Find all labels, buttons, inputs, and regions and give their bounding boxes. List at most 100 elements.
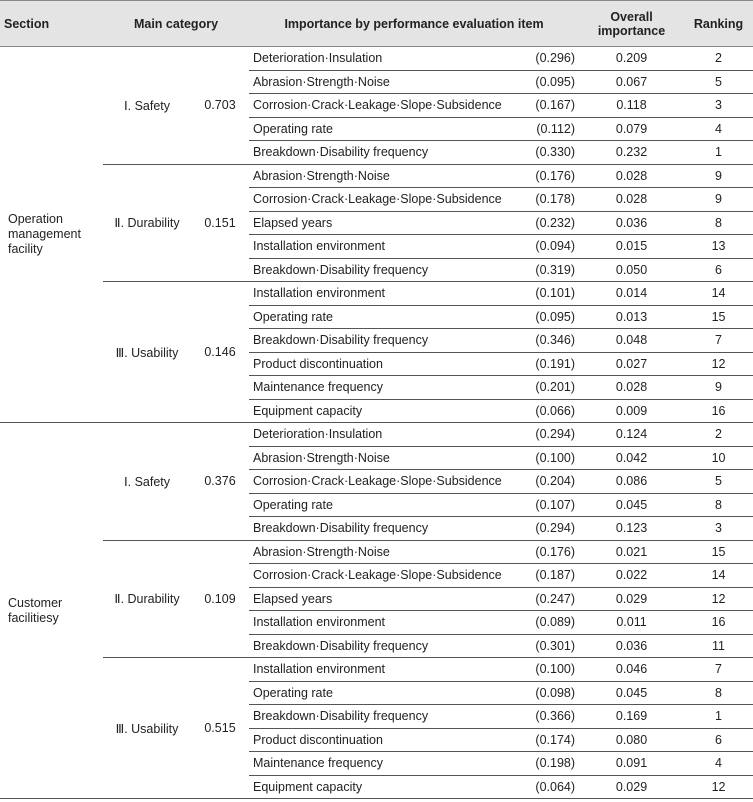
item-weight: (0.346) <box>519 328 580 353</box>
table-row: Breakdown·Disability frequency (0.319) 0.0… <box>0 258 753 282</box>
item-name: Breakdown·Disability frequency <box>249 704 519 729</box>
header-cell: Overall importance <box>579 0 685 47</box>
item-name: Breakdown·Disability frequency <box>249 516 519 541</box>
item-name: Corrosion·Crack·Leakage·Slope·Subsidence <box>249 469 519 494</box>
overall-importance: 0.027 <box>579 352 685 376</box>
item-weight: (0.294) <box>519 422 580 447</box>
ranking: 16 <box>684 610 753 635</box>
item-weight: (0.232) <box>519 211 580 235</box>
table-row: Elapsed years (0.247) 0.029 12 <box>0 587 753 611</box>
item-weight: (0.247) <box>519 587 580 611</box>
ranking: 12 <box>684 587 753 611</box>
overall-importance: 0.009 <box>579 399 685 423</box>
item-weight: (0.201) <box>519 375 580 400</box>
header-cell: Ranking <box>684 0 753 47</box>
category-name: Ⅰ. Safety <box>103 422 191 541</box>
item-weight: (0.176) <box>519 540 580 564</box>
overall-importance: 0.124 <box>579 422 685 447</box>
item-name: Abrasion·Strength·Noise <box>249 70 519 94</box>
overall-importance: 0.079 <box>579 117 685 141</box>
item-weight: (0.100) <box>519 657 580 682</box>
table-row: Product discontinuation (0.191) 0.027 12 <box>0 352 753 376</box>
category-name: Ⅱ. Durability <box>103 540 191 658</box>
category-weight: 0.376 <box>191 422 249 541</box>
table-body: Operation management facility Ⅰ. Safety 0.… <box>0 46 753 799</box>
item-name: Breakdown·Disability frequency <box>249 258 519 282</box>
ranking: 8 <box>684 681 753 705</box>
item-weight: (0.101) <box>519 281 580 306</box>
category-name: Ⅱ. Durability <box>103 164 191 282</box>
table-row: Corrosion·Crack·Leakage·Slope·Subsidence… <box>0 469 753 494</box>
table-row: Operating rate (0.098) 0.045 8 <box>0 681 753 705</box>
ranking: 7 <box>684 657 753 682</box>
item-name: Deterioration·Insulation <box>249 422 519 447</box>
overall-importance: 0.011 <box>579 610 685 635</box>
item-weight: (0.107) <box>519 493 580 517</box>
table-row: Breakdown·Disability frequency (0.330) 0.2… <box>0 140 753 165</box>
item-name: Operating rate <box>249 681 519 705</box>
item-name: Installation environment <box>249 234 519 259</box>
item-name: Product discontinuation <box>249 728 519 752</box>
ranking: 14 <box>684 563 753 588</box>
item-name: Equipment capacity <box>249 399 519 423</box>
ranking: 12 <box>684 352 753 376</box>
item-name: Operating rate <box>249 117 519 141</box>
item-weight: (0.366) <box>519 704 580 729</box>
ranking: 6 <box>684 258 753 282</box>
item-weight: (0.204) <box>519 469 580 494</box>
table-row: Customer facilitiesy Ⅰ. Safety 0.376 Deteri… <box>0 422 753 799</box>
item-name: Operating rate <box>249 493 519 517</box>
table-row: Breakdown·Disability frequency (0.366) 0.1… <box>0 704 753 729</box>
item-name: Corrosion·Crack·Leakage·Slope·Subsidence <box>249 93 519 118</box>
item-name: Abrasion·Strength·Noise <box>249 164 519 188</box>
category-weight: 0.146 <box>191 281 249 423</box>
item-weight: (0.095) <box>519 305 580 329</box>
header-row: Section Main category Importance by perf… <box>0 0 753 47</box>
table-row: Installation environment (0.094) 0.015 13 <box>0 234 753 259</box>
item-weight: (0.174) <box>519 728 580 752</box>
ranking: 4 <box>684 751 753 776</box>
overall-importance: 0.028 <box>579 187 685 212</box>
category-name: Ⅲ. Usability <box>103 281 191 423</box>
ranking: 15 <box>684 540 753 564</box>
item-weight: (0.176) <box>519 164 580 188</box>
item-name: Elapsed years <box>249 211 519 235</box>
item-weight: (0.191) <box>519 352 580 376</box>
item-weight: (0.178) <box>519 187 580 212</box>
item-name: Corrosion·Crack·Leakage·Slope·Subsidence <box>249 563 519 588</box>
ranking: 5 <box>684 70 753 94</box>
ranking: 13 <box>684 234 753 259</box>
overall-importance: 0.029 <box>579 587 685 611</box>
item-name: Maintenance frequency <box>249 375 519 400</box>
table-row: Product discontinuation (0.174) 0.080 6 <box>0 728 753 752</box>
table-row: Elapsed years (0.232) 0.036 8 <box>0 211 753 235</box>
overall-importance: 0.118 <box>579 93 685 118</box>
ranking: 14 <box>684 281 753 306</box>
category-weight: 0.703 <box>191 46 249 165</box>
ranking: 11 <box>684 634 753 658</box>
ranking: 12 <box>684 775 753 799</box>
item-weight: (0.330) <box>519 140 580 165</box>
item-name: Equipment capacity <box>249 775 519 799</box>
item-weight: (0.167) <box>519 93 580 118</box>
table-row: Ⅲ. Usability 0.146 Installation environmen… <box>0 281 753 423</box>
item-weight: (0.112) <box>519 117 580 141</box>
table-row: Corrosion·Crack·Leakage·Slope·Subsidence… <box>0 93 753 118</box>
category-name: Ⅲ. Usability <box>103 657 191 799</box>
item-weight: (0.100) <box>519 446 580 470</box>
item-weight: (0.098) <box>519 681 580 705</box>
overall-importance: 0.021 <box>579 540 685 564</box>
category-weight: 0.151 <box>191 164 249 282</box>
category-weight: 0.109 <box>191 540 249 658</box>
item-weight: (0.319) <box>519 258 580 282</box>
item-name: Installation environment <box>249 610 519 635</box>
item-weight: (0.187) <box>519 563 580 588</box>
ranking: 7 <box>684 328 753 353</box>
item-name: Breakdown·Disability frequency <box>249 328 519 353</box>
item-weight: (0.066) <box>519 399 580 423</box>
table-row: Operating rate (0.112) 0.079 4 <box>0 117 753 141</box>
ranking: 6 <box>684 728 753 752</box>
ranking: 2 <box>684 46 753 71</box>
section-cell: Operation management facility <box>0 46 103 423</box>
overall-importance: 0.091 <box>579 751 685 776</box>
